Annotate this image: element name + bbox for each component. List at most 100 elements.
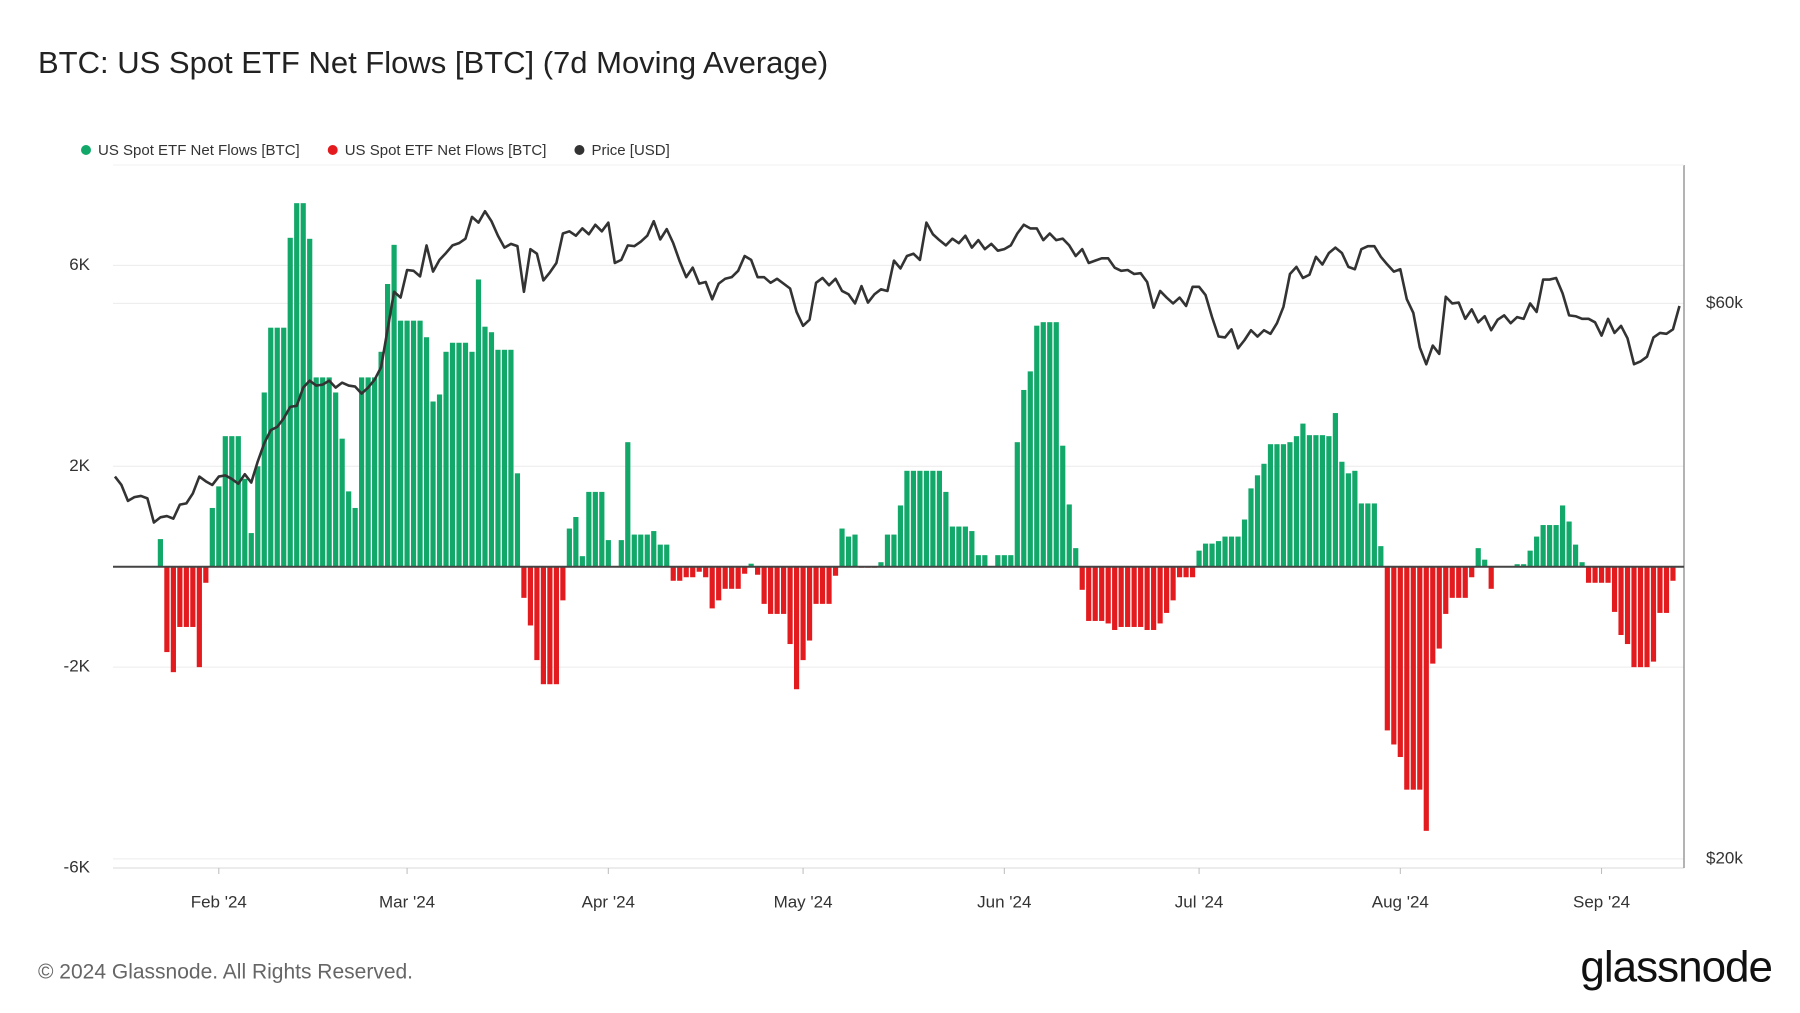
bar <box>793 566 800 690</box>
bar <box>475 279 482 567</box>
bar <box>677 566 683 581</box>
bar <box>436 394 443 567</box>
bar <box>397 320 404 567</box>
bar <box>1196 550 1202 567</box>
bar <box>644 534 650 567</box>
bar <box>378 351 384 567</box>
bar <box>845 536 852 567</box>
bar <box>449 342 456 567</box>
bar <box>605 540 611 567</box>
copyright: © 2024 Glassnode. All Rights Reserved. <box>38 961 413 984</box>
bar <box>281 327 287 567</box>
bar <box>423 337 430 567</box>
bar <box>326 377 332 567</box>
bar <box>346 491 352 567</box>
bar <box>196 566 202 668</box>
bar <box>579 556 585 567</box>
bar <box>1060 445 1066 567</box>
bar <box>1131 566 1137 627</box>
y-tick-label: -6K <box>64 857 91 876</box>
bar <box>800 566 806 661</box>
bar <box>1637 566 1644 668</box>
bar <box>670 566 676 581</box>
bar <box>1086 566 1092 621</box>
bar <box>495 349 501 567</box>
bar <box>1534 536 1540 567</box>
bar <box>1008 555 1014 567</box>
bar <box>287 237 293 567</box>
bar <box>540 566 546 685</box>
bar <box>1339 461 1345 567</box>
bar <box>365 377 371 567</box>
bar <box>222 436 228 567</box>
bar <box>832 566 839 576</box>
bar <box>657 544 663 567</box>
bar <box>1326 436 1332 567</box>
bar <box>904 470 910 567</box>
bar <box>300 203 306 567</box>
bar <box>261 392 267 567</box>
bar <box>1254 475 1261 567</box>
bar <box>1228 536 1235 567</box>
bar <box>339 438 345 567</box>
legend-marker <box>81 145 91 155</box>
bar <box>1345 473 1351 567</box>
bar <box>1144 566 1150 630</box>
bar <box>248 533 254 567</box>
bar <box>949 526 955 567</box>
bar <box>1235 536 1241 567</box>
bar <box>1611 566 1618 612</box>
bar <box>592 491 598 567</box>
bar <box>995 555 1001 567</box>
bar <box>891 534 897 567</box>
bar <box>1404 566 1410 790</box>
bar <box>183 566 189 627</box>
bar <box>975 555 981 567</box>
bar <box>742 566 748 574</box>
bar <box>534 566 540 661</box>
bar <box>1482 559 1488 567</box>
bar <box>547 566 553 685</box>
bar <box>813 566 819 604</box>
bar <box>780 566 787 614</box>
bar <box>1053 322 1059 567</box>
bar <box>748 563 754 567</box>
bar <box>761 566 767 604</box>
bar <box>359 377 365 567</box>
bar <box>1384 566 1390 731</box>
bar <box>1572 544 1579 567</box>
bar <box>1417 566 1423 790</box>
bar <box>216 486 222 567</box>
bar <box>1624 566 1631 645</box>
bar <box>884 534 891 567</box>
bar <box>372 377 378 567</box>
bar <box>1151 566 1157 630</box>
price-line <box>113 209 1681 524</box>
bar <box>1306 435 1313 567</box>
bar <box>1079 566 1085 590</box>
bar <box>190 566 196 627</box>
bar <box>618 540 624 567</box>
bar <box>1092 566 1098 621</box>
bar <box>170 566 176 673</box>
bar <box>235 436 241 567</box>
bar <box>527 566 534 626</box>
bar <box>910 470 917 567</box>
bar <box>1001 555 1007 567</box>
bar <box>268 327 274 567</box>
bar <box>501 349 508 567</box>
bar <box>755 566 761 575</box>
bar <box>242 478 248 567</box>
x-tick-label: Mar '24 <box>379 892 435 911</box>
bar <box>1099 566 1105 621</box>
bar <box>391 244 397 567</box>
legend-label: Price [USD] <box>591 142 669 159</box>
bar <box>1598 566 1605 583</box>
bar <box>1644 566 1650 668</box>
bar <box>1663 566 1670 613</box>
bar <box>1670 566 1676 581</box>
bar <box>878 562 884 567</box>
bar <box>1125 566 1131 627</box>
x-tick-label: Apr '24 <box>582 892 635 911</box>
